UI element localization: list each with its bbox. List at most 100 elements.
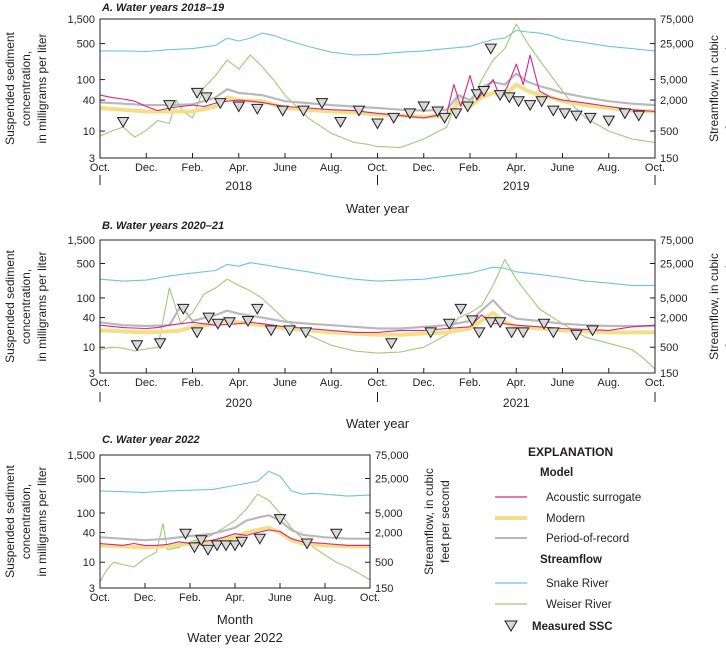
panel-1: A. Water years 2018–19 3 10 40 100 500 1,500 15… [3,2,726,216]
ssc-point [602,115,616,127]
x-axis-title: Water year [346,416,410,431]
x-tick-label: Feb. [179,592,201,604]
ssc-point [329,528,343,540]
left-tick-label: 500 [77,39,95,51]
ssc-point [334,117,347,128]
right-tick-label: 75,000 [660,14,694,26]
x-tick-label: Feb. [459,162,481,174]
ssc-point [352,105,366,117]
ssc-point [276,105,290,117]
ssc-point [223,317,236,329]
ssc-point [438,112,451,124]
panel-title: B. Water years 2020–21 [102,220,224,232]
left-axis-title: in milligrams per liter [35,466,49,576]
left-tick-label: 100 [77,293,95,305]
right-tick-label: 500 [375,557,393,569]
x-tick-label: June [268,592,292,604]
ssc-point [190,87,204,99]
left-tick-label: 3 [89,583,95,595]
ssc-point [202,312,216,324]
x-tick-label: Aug. [320,162,343,174]
ssc-point [250,103,264,115]
left-axis-title: in milligrams per liter [35,251,49,361]
ssc-point [431,106,444,118]
ssc-point [176,303,190,315]
ssc-point [535,96,549,108]
legend-ssc-label: Measured SSC [532,621,613,633]
x-tick-label: Dec. [135,377,158,389]
ssc-point [570,329,583,341]
x-tick-label: Dec. [412,162,435,174]
x-tick-label: Aug. [597,162,620,174]
x-tick-label: Oct. [360,592,380,604]
left-tick-label: 500 [77,474,95,486]
right-tick-label: 5,000 [660,293,688,305]
ssc-point [586,325,599,337]
ssc-point [502,92,516,104]
x-tick-label: Dec. [135,162,158,174]
panel-title: A. Water years 2018–19 [101,2,225,14]
right-tick-label: 25,000 [375,474,409,486]
year-label: 2021 [503,396,530,410]
left-tick-label: 3 [89,153,95,165]
ssc-point [241,316,255,327]
ssc-point [583,112,597,124]
left-tick-label: 40 [83,313,95,325]
ssc-point [299,327,313,339]
ssc-point [200,92,213,104]
ssc-point [235,536,249,548]
right-tick-label: 25,000 [660,39,694,51]
right-tick-label: 500 [660,126,678,138]
ssc-point [283,325,296,337]
left-axis-title: Suspended sediment [3,464,17,577]
ssc-point [273,514,287,526]
period-of-record-line [100,72,655,112]
x-tick-label: Apr. [506,377,526,389]
year-label: 2019 [503,179,530,193]
ssc-point [523,100,537,112]
panel-2: B. Water years 2020–21 3 10 40 100 500 1,500 15… [3,220,726,431]
ssc-point [454,303,468,315]
period-of-record-line [100,514,370,542]
ssc-point [484,43,498,55]
left-tick-label: 3 [89,368,95,380]
right-axis-title: feet per second [723,47,726,130]
left-axis-title: Suspended sediment [3,249,17,362]
ssc-point [442,318,456,330]
ssc-point [213,98,227,110]
x-axis-title: Month [217,612,253,627]
left-tick-label: 100 [77,75,95,87]
ssc-point [403,108,417,120]
legend-ssc-triangle-icon [504,620,518,632]
left-tick-label: 10 [83,126,95,138]
left-axis-title: in milligrams per liter [35,33,49,143]
x-tick-label: Feb. [459,377,481,389]
ssc-point [618,108,632,120]
legend-model-heading: Model [540,467,573,479]
left-tick-label: 10 [83,557,95,569]
x-tick-label: Apr. [229,162,249,174]
modern-line [100,525,370,550]
x-tick-label: Aug. [320,377,343,389]
ssc-point [194,535,208,547]
x-tick-label: Apr. [229,377,249,389]
right-axis-title: Streamflow, in cubic [707,253,721,360]
left-tick-label: 40 [83,95,95,107]
snake-river-line [100,262,655,286]
legend-por-label: Period-of-record [546,533,629,545]
ssc-point [570,110,583,122]
legend-modern-label: Modern [546,513,585,525]
ssc-point [130,340,144,352]
x-tick-label: June [551,377,575,389]
right-tick-label: 150 [660,153,678,165]
x-tick-label: Feb. [181,162,203,174]
ssc-point [461,101,475,113]
ssc-point [253,533,267,545]
x-tick-label: Aug. [314,592,337,604]
ssc-point [201,544,215,556]
year-label: 2018 [225,179,252,193]
left-tick-label: 1,500 [67,450,95,462]
ssc-point [300,538,314,550]
weiser-river-line [100,493,370,583]
